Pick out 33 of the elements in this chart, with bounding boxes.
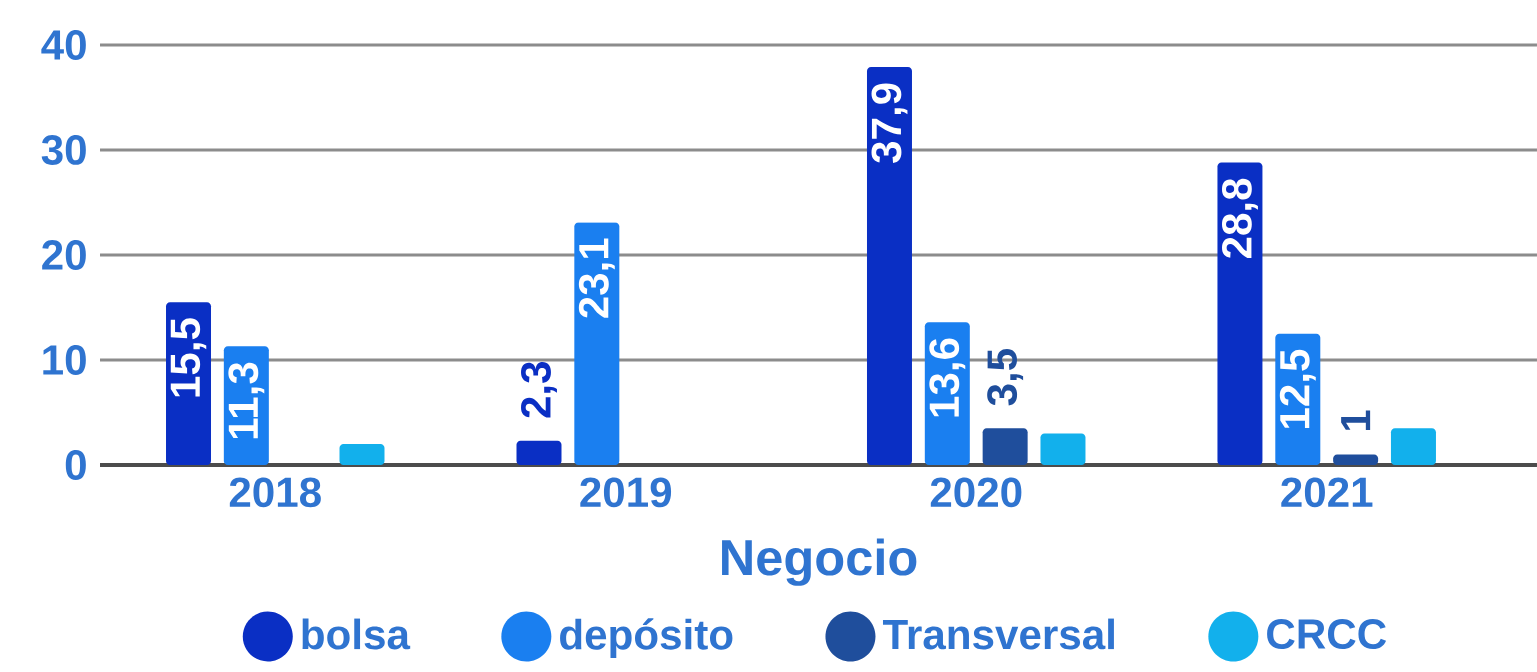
- data-label: 37,9: [871, 83, 908, 163]
- x-axis-title: Negocio: [722, 538, 917, 586]
- bar: [1040, 433, 1086, 465]
- legend-label: Transversal: [882, 618, 1114, 650]
- y-tick-label: 20: [42, 240, 86, 270]
- bar: [574, 222, 620, 465]
- y-tick-label: 10: [43, 345, 86, 375]
- bar: [1217, 162, 1263, 465]
- bar: [1390, 428, 1436, 465]
- data-label: 12,5: [1279, 349, 1316, 428]
- legend-label: depósito: [560, 618, 733, 659]
- y-tick-label: 0: [65, 450, 86, 480]
- data-label: 15,5: [170, 318, 207, 397]
- x-tick-label: 2019: [580, 477, 672, 508]
- y-tick-label: 30: [41, 135, 86, 165]
- x-tick-label: 2021: [1281, 477, 1373, 508]
- data-label: 11,3: [228, 362, 265, 439]
- data-label: 28,8: [1221, 178, 1258, 258]
- bar: [1333, 454, 1379, 465]
- y-tick-label: 40: [41, 30, 86, 60]
- data-label: 2,3: [521, 361, 557, 418]
- data-label: 13,6: [929, 338, 966, 417]
- x-tick-label: 2020: [930, 477, 1022, 508]
- data-label: 3,5: [987, 349, 1024, 406]
- x-tick-label: 2018: [229, 477, 321, 508]
- data-label: 1: [1341, 410, 1371, 431]
- data-label: 23,1: [578, 238, 615, 318]
- bar: [866, 67, 912, 465]
- bar: [339, 444, 385, 465]
- bar: [516, 440, 562, 465]
- bar: [982, 428, 1028, 465]
- legend-label: CRCC: [1267, 619, 1387, 649]
- legend-label: bolsa: [302, 618, 411, 650]
